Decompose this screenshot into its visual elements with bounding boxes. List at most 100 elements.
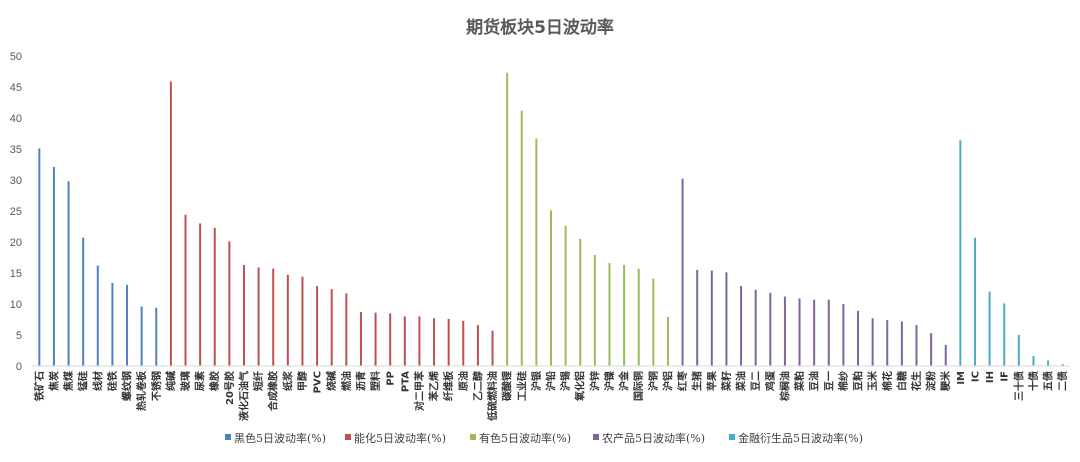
bar [535, 138, 538, 366]
bars [38, 72, 1064, 367]
x-tick-label: 线材 [91, 371, 104, 391]
chart-title: 期货板块5日波动率 [466, 17, 614, 38]
bar [798, 298, 801, 366]
y-axis: 0 5 10 15 20 25 30 35 40 45 50 [10, 51, 22, 373]
bar [476, 325, 479, 366]
bar [608, 263, 611, 366]
x-tick-label: 原油 [457, 371, 470, 391]
x-tick-label: 液化石油气 [237, 371, 250, 421]
bar [652, 278, 655, 366]
x-tick-label: 纤维板 [442, 370, 455, 401]
y-tick-label: 40 [10, 113, 22, 125]
legend-swatch [345, 434, 351, 440]
x-tick-label: 铁矿石 [33, 371, 46, 401]
x-tick-label: 乙二醇 [471, 371, 484, 401]
x-tick-label: 沪铝 [661, 371, 674, 391]
x-tick-label: IM [956, 371, 967, 385]
bar [710, 270, 713, 366]
x-axis: 铁矿石 焦炭 焦煤 锰硅 线材 硅铁 螺纹钢 热轧卷板 不锈钢 纯碱 玻璃 尿素 橡胶 20号胶 液化石油气… [32, 365, 1070, 422]
bar [316, 286, 319, 366]
x-tick-label: 棉花 [881, 371, 894, 391]
y-tick-label: 15 [10, 268, 22, 280]
x-tick-label: 红枣 [676, 370, 689, 391]
x-tick-label: IF [1000, 371, 1011, 382]
x-tick-label: 菜粕 [793, 371, 806, 392]
x-tick-label: 沪铜 [647, 371, 660, 391]
bar [374, 312, 377, 366]
x-tick-label: 棉纱 [837, 371, 850, 391]
legend-swatch [225, 434, 231, 440]
bar [827, 299, 830, 366]
bar [886, 320, 889, 366]
x-tick-label: 沪镍 [603, 371, 616, 391]
x-tick-label: 焦煤 [62, 371, 75, 392]
bar [155, 307, 158, 366]
bar [813, 299, 816, 366]
y-tick-label: 50 [10, 51, 22, 63]
y-tick-label: 0 [16, 361, 22, 373]
bar [462, 320, 465, 366]
bar [126, 284, 129, 366]
legend-swatch [593, 434, 599, 440]
x-tick-label: 花生 [910, 371, 923, 391]
bar [433, 318, 436, 366]
bar [520, 110, 523, 366]
bar [1061, 364, 1064, 366]
y-tick-label: 35 [10, 144, 22, 156]
x-tick-label: 焦炭 [47, 371, 60, 392]
x-tick-label: 二债 [1056, 371, 1069, 391]
x-tick-label: 氧化铝 [574, 371, 587, 402]
x-tick-label: 碳酸锂 [501, 371, 514, 401]
bar [579, 238, 582, 366]
x-tick-label: 热轧卷板 [135, 370, 148, 411]
bar [871, 318, 874, 366]
bar [988, 291, 991, 366]
y-tick-label: 45 [10, 82, 22, 94]
bar [491, 330, 494, 366]
x-tick-label: 豆一 [823, 371, 835, 391]
x-tick-label: 甲醇 [296, 371, 309, 391]
x-tick-label: 20号胶 [223, 371, 236, 405]
x-tick-label: 玉米 [866, 370, 879, 391]
x-tick-label: PVC [313, 371, 324, 393]
x-tick-label: 燃油 [340, 371, 353, 391]
x-tick-label: 菜籽 [720, 371, 733, 392]
x-tick-label: 国际铜 [632, 371, 645, 401]
x-tick-label: 豆二 [750, 371, 762, 391]
x-tick-label: 淀粉 [925, 371, 938, 391]
y-tick-label: 20 [10, 237, 22, 249]
bar [213, 227, 216, 366]
x-tick-label: 合成橡胶 [267, 371, 280, 412]
x-tick-label: 生猪 [691, 371, 704, 391]
bar [345, 293, 348, 366]
bar [1017, 335, 1020, 366]
x-tick-label: 粳米 [939, 370, 952, 392]
bar [550, 210, 552, 366]
x-tick-label: 苯乙烯 [428, 371, 441, 402]
x-tick-label: 玻璃 [179, 371, 192, 391]
x-tick-label: 低硫燃料油 [486, 371, 499, 422]
x-tick-label: 沥青 [354, 371, 367, 391]
bar [725, 272, 728, 366]
y-tick-label: 5 [16, 330, 22, 342]
bar [783, 296, 786, 366]
x-tick-label: 沪锌 [588, 371, 601, 391]
bar [973, 237, 976, 366]
bar [666, 317, 669, 366]
bar [169, 81, 172, 367]
bar [696, 269, 699, 366]
bar [272, 268, 275, 366]
bar [403, 316, 406, 366]
x-tick-label: 三十债 [1012, 371, 1025, 401]
bar [681, 178, 684, 366]
x-tick-label: 菜油 [735, 371, 748, 392]
x-tick-label: 短纤 [252, 371, 265, 391]
bar [111, 282, 114, 366]
x-tick-label: 纯碱 [164, 371, 177, 391]
x-tick-label: 豆油 [808, 371, 821, 391]
x-tick-label: 沪锡 [559, 371, 572, 391]
x-tick-label: PTA [400, 371, 411, 392]
bar [1047, 360, 1050, 366]
x-tick-label: 螺纹钢 [121, 371, 134, 401]
